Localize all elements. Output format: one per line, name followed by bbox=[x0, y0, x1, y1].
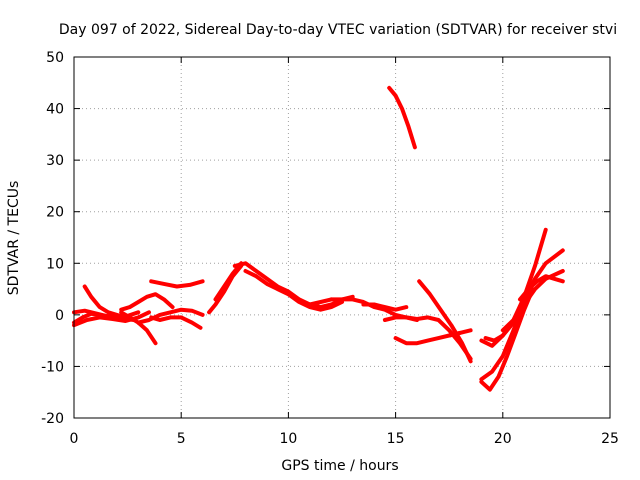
chart-title: Day 097 of 2022, Sidereal Day-to-day VTE… bbox=[59, 22, 617, 38]
y-tick-label: 0 bbox=[55, 308, 64, 324]
x-tick-label: 10 bbox=[279, 431, 297, 447]
series-line-arc-17 bbox=[382, 315, 473, 361]
series-line-arc-26 bbox=[518, 274, 565, 302]
series-line-arc-7 bbox=[136, 307, 205, 325]
series-line-arc-9 bbox=[149, 279, 205, 289]
data-series bbox=[72, 85, 565, 392]
y-tick-label: 20 bbox=[46, 205, 64, 221]
series-line-arc-20 bbox=[417, 279, 473, 364]
y-tick-label: -20 bbox=[41, 411, 64, 427]
y-tick-label: 40 bbox=[46, 102, 64, 118]
y-tick-label: -10 bbox=[41, 359, 64, 375]
y-tick-label: 30 bbox=[46, 153, 64, 169]
x-tick-label: 0 bbox=[70, 431, 79, 447]
series-line-arc-4 bbox=[72, 310, 151, 328]
x-tick-label: 15 bbox=[387, 431, 405, 447]
x-tick-label: 20 bbox=[494, 431, 512, 447]
series-line-arc-10 bbox=[207, 263, 244, 315]
x-tick-label: 5 bbox=[177, 431, 186, 447]
x-tick-label: 25 bbox=[601, 431, 619, 447]
y-tick-label: 10 bbox=[46, 256, 64, 272]
y-tick-label: 50 bbox=[46, 50, 64, 66]
x-axis-label: GPS time / hours bbox=[281, 458, 398, 474]
plot-frame bbox=[73, 56, 611, 419]
y-axis-label: SDTVAR / TECUs bbox=[6, 181, 22, 296]
series-line-arc-18 bbox=[387, 85, 417, 150]
series-line-arc-24 bbox=[479, 269, 565, 382]
series-line-arc-3 bbox=[82, 284, 128, 320]
series-line-arc-8 bbox=[149, 315, 203, 330]
series-line-arc-11 bbox=[213, 261, 244, 302]
series-line-arc-5 bbox=[119, 292, 175, 312]
x-tick-labels: 0 5 10 15 20 25 bbox=[70, 431, 619, 447]
series-line-arc-27 bbox=[483, 312, 522, 343]
series-line-arc-12 bbox=[232, 261, 334, 307]
y-tick-labels: -20 -10 0 10 20 30 40 50 bbox=[41, 50, 64, 427]
series-line-arc-21 bbox=[447, 328, 473, 338]
grid-lines bbox=[74, 57, 610, 418]
axis-ticks bbox=[73, 56, 611, 419]
series-line-arc-16 bbox=[361, 302, 409, 312]
